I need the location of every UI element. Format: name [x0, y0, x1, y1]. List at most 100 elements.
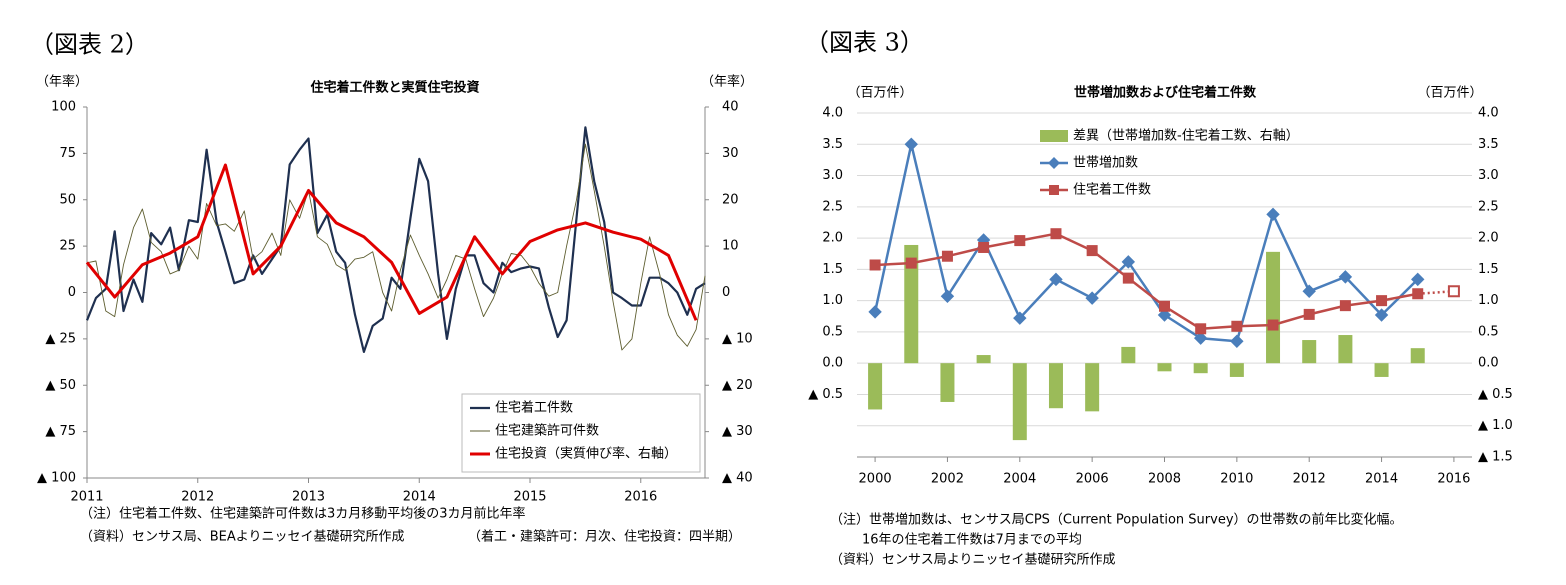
series-marker [1122, 272, 1134, 284]
note: （資料）センサス局よりニッセイ基礎研究所作成 [830, 553, 1115, 568]
y2-tick-label: 0.0 [1478, 356, 1499, 371]
y2-axis-label: （年率） [701, 74, 753, 90]
series-line-dotted [1417, 290, 1454, 296]
y2-tick-label: 2.5 [1478, 199, 1499, 214]
series-marker [1013, 311, 1027, 325]
x-tick-label: 2016 [1437, 472, 1470, 487]
x-tick-label: 2006 [1076, 472, 1109, 487]
bar [1302, 340, 1317, 364]
bar [1374, 363, 1389, 377]
bar [940, 363, 955, 402]
y-tick-label: 4.0 [822, 106, 843, 121]
y2-tick-label: ▲ 20 [722, 378, 753, 393]
y-tick-label: 2.5 [822, 199, 843, 214]
x-tick-label: 2015 [513, 490, 546, 505]
legend-label: 住宅建築許可件数 [495, 424, 599, 439]
note: （資料）センサス局、BEAよりニッセイ基礎研究所作成 [80, 530, 405, 545]
series-marker [1050, 228, 1062, 240]
series-marker [1376, 295, 1388, 307]
legend-swatch [1040, 130, 1068, 142]
y2-tick-label: 20 [722, 192, 739, 207]
series-marker [869, 259, 881, 271]
legend-label: 世帯増加数 [1073, 156, 1138, 171]
bar [1085, 363, 1100, 412]
series-marker [1338, 270, 1353, 284]
y-tick-label: 0 [68, 285, 76, 300]
chart-title: 世帯増加数および住宅着工件数 [1074, 85, 1257, 101]
y2-tick-label: 4.0 [1478, 106, 1499, 121]
y2-tick-label: 1.5 [1478, 262, 1499, 277]
series-marker [1339, 300, 1351, 312]
x-tick-label: 2008 [1148, 472, 1181, 487]
series-marker [868, 305, 882, 319]
y-tick-label: ▲ 50 [45, 378, 76, 393]
legend-marker [1048, 157, 1060, 169]
x-tick-label: 2002 [931, 472, 964, 487]
y-tick-label: 50 [59, 192, 76, 207]
series-marker [904, 137, 918, 151]
x-tick-label: 2000 [859, 472, 892, 487]
series-marker [1374, 308, 1389, 322]
legend-marker [1049, 185, 1059, 195]
y2-tick-label: 3.0 [1478, 168, 1499, 183]
series-line [85, 126, 706, 353]
series-marker [1195, 323, 1207, 335]
bar [1229, 363, 1244, 377]
series-marker [1121, 255, 1136, 269]
bar [1193, 363, 1208, 374]
bar [1338, 335, 1353, 364]
legend-label: 住宅投資（実質伸び率、右軸） [495, 446, 677, 462]
x-tick-label: 2004 [1003, 472, 1036, 487]
y-tick-label: 100 [51, 100, 76, 115]
y-tick-label: 3.0 [822, 168, 843, 183]
series-marker [941, 250, 953, 262]
series-marker [1303, 308, 1315, 320]
y-tick-label: ▲ 100 [37, 471, 76, 486]
bar [904, 244, 919, 364]
series-marker [1266, 207, 1280, 222]
series-line [873, 143, 1419, 343]
x-tick-label: 2011 [70, 490, 103, 505]
series-marker [905, 257, 917, 269]
series-marker [1159, 300, 1170, 312]
y-tick-label: 25 [59, 239, 76, 254]
y2-tick-label: 3.5 [1478, 137, 1499, 152]
y-tick-label: 3.5 [822, 137, 843, 152]
y2-tick-label: ▲ 0.5 [1478, 387, 1513, 402]
bar [868, 363, 883, 410]
y-tick-label: 0.5 [822, 324, 843, 339]
y2-tick-label: ▲ 1.5 [1478, 450, 1513, 465]
x-tick-label: 2014 [403, 490, 436, 505]
x-tick-label: 2010 [1220, 472, 1253, 487]
y2-tick-label: 10 [722, 239, 739, 254]
series-marker [1411, 272, 1425, 287]
note: 16年の住宅着工件数は7月までの平均 [862, 532, 1082, 548]
y2-tick-label: ▲ 10 [722, 331, 753, 346]
y2-tick-label: ▲ 1.0 [1478, 418, 1513, 433]
figure-label: （図表 2） [30, 31, 149, 59]
y2-tick-label: 2.0 [1478, 231, 1499, 246]
x-tick-label: 2014 [1365, 472, 1398, 487]
chart-title: 住宅着工件数と実質住宅投資 [310, 80, 479, 96]
legend-label: 住宅着工件数 [495, 400, 573, 416]
series-marker [1193, 331, 1208, 345]
series-marker [1049, 272, 1063, 287]
figure-label: （図表 3） [805, 29, 924, 57]
series-marker [1085, 291, 1099, 305]
series-marker [1014, 235, 1026, 247]
y2-tick-label: 0.5 [1478, 324, 1499, 339]
series-marker [1267, 319, 1279, 331]
y2-tick-label: 1.0 [1478, 293, 1499, 308]
y-tick-label: ▲ 75 [45, 424, 76, 439]
y2-tick-label: 40 [722, 100, 739, 115]
y2-tick-label: 0 [722, 285, 730, 300]
bar [1012, 363, 1027, 441]
series-marker [1230, 334, 1244, 348]
y2-tick-label: ▲ 40 [722, 471, 753, 486]
series-marker [1157, 308, 1172, 322]
x-tick-label: 2012 [1293, 472, 1326, 487]
y2-axis-label: （百万件） [1417, 86, 1482, 101]
series-line [85, 163, 698, 321]
series-marker [978, 241, 990, 253]
